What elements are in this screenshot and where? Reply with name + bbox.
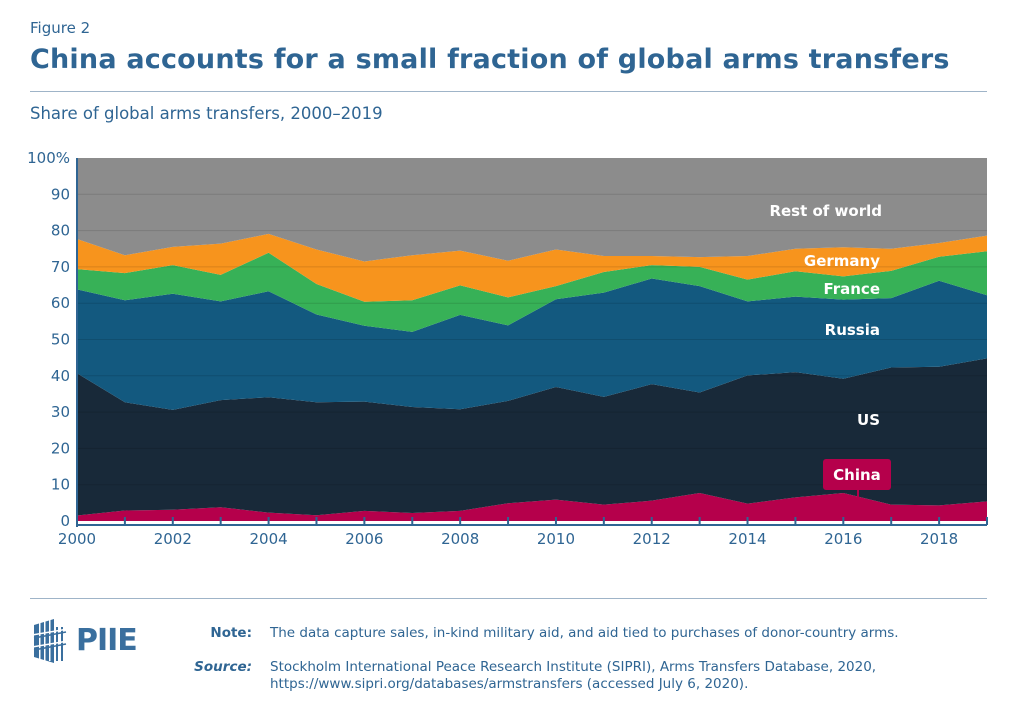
chart-title: China accounts for a small fraction of g… bbox=[30, 44, 950, 75]
series-label-china: China bbox=[833, 466, 881, 484]
building-logo-icon bbox=[32, 619, 68, 663]
x-tick-label: 2002 bbox=[154, 530, 192, 548]
y-tick-label: 100% bbox=[27, 149, 70, 167]
y-tick-label: 20 bbox=[51, 439, 70, 457]
divider bbox=[30, 598, 987, 599]
x-tick-label: 2000 bbox=[58, 530, 96, 548]
source-text-line2: https://www.sipri.org/databases/armstran… bbox=[270, 676, 749, 692]
area-rest-of-world bbox=[77, 158, 987, 262]
china-label-box bbox=[823, 459, 891, 490]
note-text: The data capture sales, in-kind military… bbox=[270, 625, 899, 641]
x-tick-label: 2014 bbox=[728, 530, 766, 548]
x-tick-label: 2018 bbox=[920, 530, 958, 548]
divider bbox=[30, 91, 987, 92]
series-label-germany: Germany bbox=[804, 252, 880, 270]
series-label-russia: Russia bbox=[825, 321, 880, 339]
area-germany bbox=[77, 233, 987, 302]
y-tick-label: 70 bbox=[51, 258, 70, 276]
x-tick-label: 2004 bbox=[249, 530, 287, 548]
series-label-france: France bbox=[823, 280, 880, 298]
axes: 0 10 20 30 40 50 60 70 80 90 100% 2000 2002 2004 2006 2… bbox=[27, 149, 988, 548]
y-tick-label: 50 bbox=[51, 331, 70, 349]
chart-subtitle: Share of global arms transfers, 2000–201… bbox=[30, 104, 383, 123]
y-tick-label: 60 bbox=[51, 294, 70, 312]
note-label: Note: bbox=[210, 625, 252, 641]
y-tick-label: 30 bbox=[51, 403, 70, 421]
x-tick-label: 2006 bbox=[345, 530, 383, 548]
area-france bbox=[77, 251, 987, 332]
series-label-rest-of-world: Rest of world bbox=[769, 202, 882, 220]
area-us bbox=[77, 358, 987, 516]
source-text-line1: Stockholm International Peace Research I… bbox=[270, 659, 877, 675]
y-tick-label: 10 bbox=[51, 476, 70, 494]
y-tick-label: 0 bbox=[60, 512, 70, 530]
series-labels: China US Russia France Germany Rest of world bbox=[769, 202, 891, 506]
source-label: Source: bbox=[194, 659, 252, 675]
logo-text: PIIE bbox=[76, 622, 138, 658]
figure-label: Figure 2 bbox=[30, 19, 91, 37]
series-label-us: US bbox=[857, 411, 880, 429]
x-tick-label: 2008 bbox=[441, 530, 479, 548]
areas-group bbox=[77, 158, 987, 521]
y-tick-label: 40 bbox=[51, 367, 70, 385]
x-tick-label: 2016 bbox=[824, 530, 862, 548]
y-tick-label: 80 bbox=[51, 222, 70, 240]
area-china bbox=[77, 493, 987, 521]
y-tick-label: 90 bbox=[51, 185, 70, 203]
piie-logo: PIIE bbox=[32, 617, 138, 663]
x-tick-label: 2010 bbox=[537, 530, 575, 548]
area-russia bbox=[77, 278, 987, 410]
x-tick-label: 2012 bbox=[633, 530, 671, 548]
